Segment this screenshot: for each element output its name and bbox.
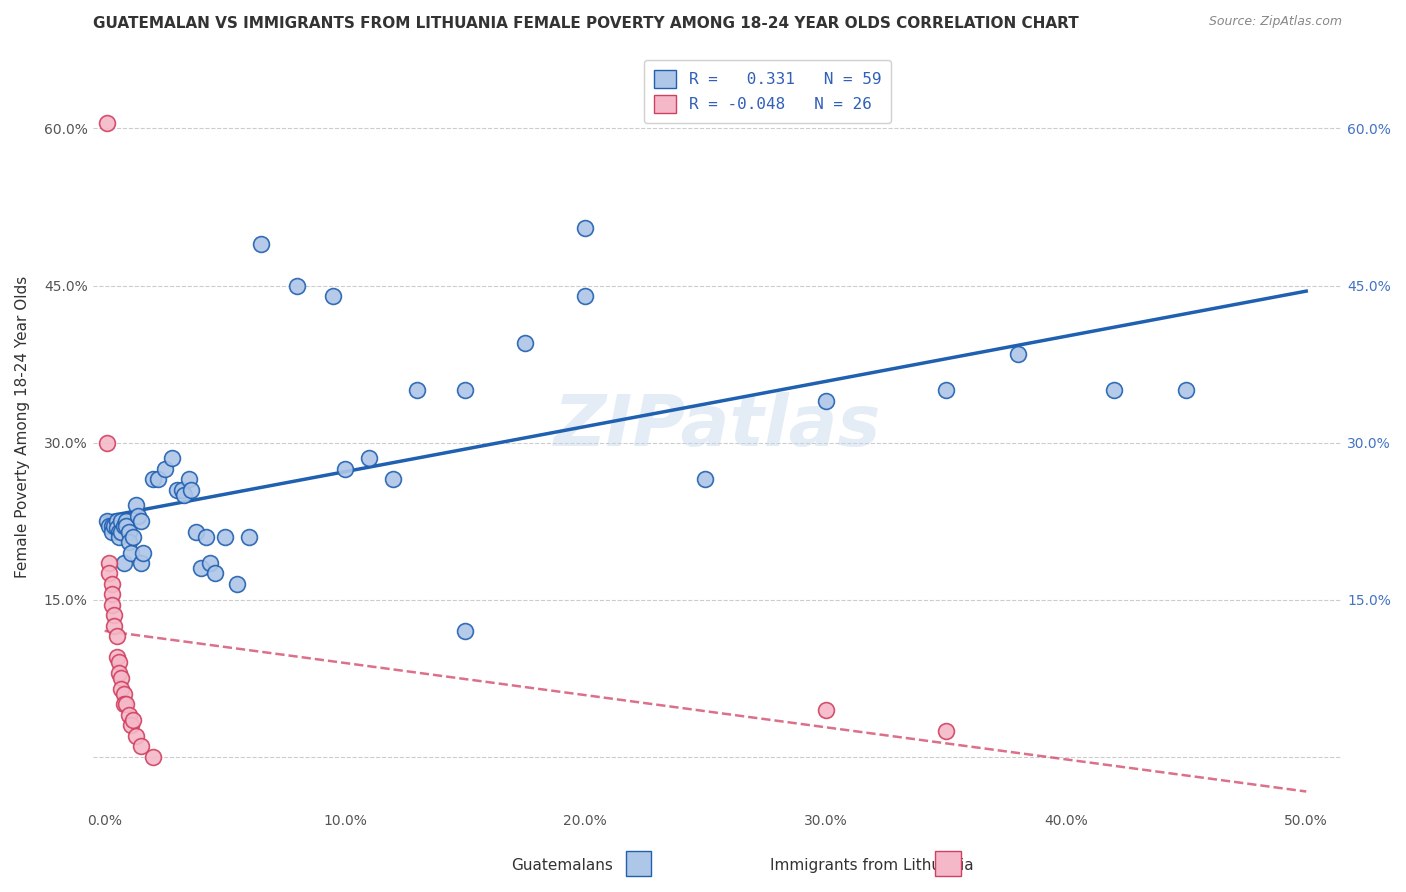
Point — [105, 514, 128, 528]
Point — [110, 514, 132, 528]
Point — [101, 577, 124, 591]
Text: Guatemalans: Guatemalans — [512, 858, 613, 872]
Point — [132, 545, 155, 559]
Point — [115, 519, 138, 533]
Point — [115, 514, 138, 528]
Point — [250, 236, 273, 251]
Point — [180, 483, 202, 497]
Text: ZIPatlas: ZIPatlas — [554, 392, 882, 461]
Point — [110, 681, 132, 696]
Point — [935, 723, 957, 738]
Point — [382, 472, 405, 486]
Point — [108, 530, 131, 544]
Point — [125, 729, 148, 743]
Point — [118, 707, 141, 722]
Point — [200, 556, 222, 570]
Point — [101, 519, 124, 533]
Point — [190, 561, 212, 575]
Point — [454, 383, 477, 397]
Point — [118, 524, 141, 539]
Point — [146, 472, 169, 486]
Point — [285, 278, 308, 293]
Point — [98, 566, 121, 581]
Point — [129, 514, 152, 528]
Point — [115, 698, 138, 712]
Point — [125, 499, 148, 513]
Point — [96, 435, 118, 450]
Point — [112, 556, 135, 570]
Point — [166, 483, 188, 497]
Point — [170, 483, 193, 497]
Point — [225, 577, 247, 591]
Point — [160, 451, 183, 466]
Point — [142, 472, 165, 486]
Point — [101, 524, 124, 539]
Point — [184, 524, 207, 539]
Point — [122, 713, 145, 727]
Point — [112, 519, 135, 533]
Point — [103, 608, 125, 623]
Point — [194, 530, 217, 544]
Legend: R =   0.331   N = 59, R = -0.048   N = 26: R = 0.331 N = 59, R = -0.048 N = 26 — [644, 61, 891, 123]
Point — [129, 556, 152, 570]
Point — [1007, 346, 1029, 360]
Point — [101, 587, 124, 601]
Text: GUATEMALAN VS IMMIGRANTS FROM LITHUANIA FEMALE POVERTY AMONG 18-24 YEAR OLDS COR: GUATEMALAN VS IMMIGRANTS FROM LITHUANIA … — [93, 16, 1078, 31]
Point — [935, 383, 957, 397]
Point — [103, 619, 125, 633]
Point — [322, 289, 344, 303]
Point — [333, 462, 356, 476]
Point — [110, 671, 132, 685]
Point — [153, 462, 176, 476]
Point — [118, 535, 141, 549]
Point — [122, 530, 145, 544]
Point — [96, 514, 118, 528]
Point — [98, 556, 121, 570]
Point — [108, 665, 131, 680]
Point — [814, 393, 837, 408]
Point — [406, 383, 429, 397]
Point — [574, 221, 596, 235]
Point — [177, 472, 200, 486]
Point — [120, 545, 142, 559]
Text: Source: ZipAtlas.com: Source: ZipAtlas.com — [1209, 15, 1343, 28]
Point — [103, 519, 125, 533]
Point — [108, 524, 131, 539]
Point — [357, 451, 380, 466]
Point — [101, 598, 124, 612]
Point — [120, 718, 142, 732]
Point — [454, 624, 477, 638]
Point — [695, 472, 717, 486]
Point — [105, 629, 128, 643]
Point — [110, 524, 132, 539]
Point — [112, 687, 135, 701]
Y-axis label: Female Poverty Among 18-24 Year Olds: Female Poverty Among 18-24 Year Olds — [15, 276, 30, 578]
Point — [112, 698, 135, 712]
Point — [142, 749, 165, 764]
Point — [173, 488, 195, 502]
Point — [574, 289, 596, 303]
Point — [1175, 383, 1198, 397]
Point — [515, 336, 537, 351]
Point — [105, 650, 128, 665]
Point — [96, 116, 118, 130]
Point — [204, 566, 226, 581]
Point — [98, 519, 121, 533]
Point — [238, 530, 260, 544]
Point — [105, 521, 128, 535]
Point — [814, 703, 837, 717]
Point — [214, 530, 236, 544]
Point — [1102, 383, 1125, 397]
Point — [127, 508, 149, 523]
Text: Immigrants from Lithuania: Immigrants from Lithuania — [770, 858, 973, 872]
Point — [108, 656, 131, 670]
Point — [129, 739, 152, 754]
